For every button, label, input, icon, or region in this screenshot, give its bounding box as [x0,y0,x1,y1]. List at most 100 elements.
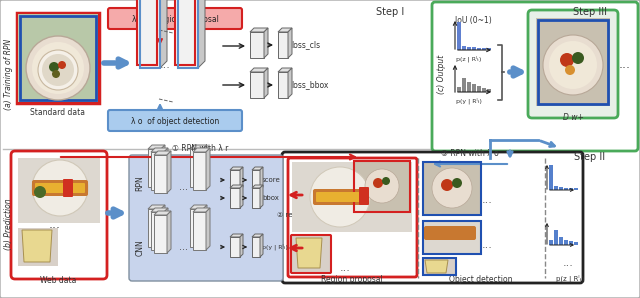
Polygon shape [240,185,243,208]
Circle shape [34,186,46,198]
Text: RPN: RPN [136,175,145,191]
FancyBboxPatch shape [35,183,85,193]
Circle shape [382,177,390,185]
Text: ...: ... [481,195,492,205]
Text: p(z | Rᴵₜ): p(z | Rᴵₜ) [456,56,481,63]
Text: ...: ... [481,240,492,250]
Bar [472,47,476,50]
Polygon shape [190,209,203,247]
Bar [569,188,573,190]
Polygon shape [264,68,268,98]
Polygon shape [240,167,243,190]
Polygon shape [278,32,288,58]
Text: Object detection: Object detection [449,275,513,284]
FancyBboxPatch shape [129,155,283,281]
Circle shape [42,54,74,86]
Text: ...: ... [619,58,631,72]
Polygon shape [230,188,240,208]
Polygon shape [203,205,207,247]
Polygon shape [193,148,210,152]
Polygon shape [288,68,292,98]
Bar [574,188,578,190]
Bar [554,186,558,190]
Bar [549,165,553,190]
Circle shape [40,64,52,76]
Text: D w+: D w+ [563,113,584,122]
Bar [487,89,491,92]
Text: ...: ... [340,263,351,273]
Polygon shape [260,234,263,257]
Polygon shape [190,205,207,209]
Polygon shape [288,28,292,58]
Bar [18,14,98,102]
Circle shape [43,53,61,71]
Bar [467,82,471,92]
Circle shape [32,160,88,216]
Text: ...: ... [563,258,573,268]
Circle shape [560,53,574,67]
Polygon shape [230,170,240,190]
FancyBboxPatch shape [528,10,618,118]
Text: ② re-input: ② re-input [277,212,313,218]
Polygon shape [260,167,263,190]
Text: ...: ... [49,218,61,232]
Text: (b) Prediction: (b) Prediction [4,198,13,250]
FancyBboxPatch shape [288,158,417,277]
Bar [472,84,476,92]
Polygon shape [250,68,268,72]
Polygon shape [425,260,448,273]
Circle shape [49,65,63,79]
Bar [18,158,100,223]
Polygon shape [151,208,168,212]
Bar [477,86,481,92]
Polygon shape [154,155,167,193]
Text: ...: ... [179,182,188,192]
Circle shape [32,42,84,94]
Bar [549,240,553,245]
Polygon shape [151,152,164,190]
FancyBboxPatch shape [108,110,242,131]
Polygon shape [252,188,260,208]
Circle shape [52,70,60,78]
Bar [292,162,412,232]
Text: Step III: Step III [573,7,607,17]
Circle shape [441,179,453,191]
Polygon shape [252,237,260,257]
Bar [569,241,573,245]
Bar [482,48,486,50]
FancyBboxPatch shape [316,192,364,202]
Polygon shape [140,0,160,68]
Circle shape [62,66,74,78]
Bar [422,220,482,255]
Polygon shape [154,151,171,155]
FancyBboxPatch shape [108,8,242,29]
Polygon shape [230,237,240,257]
Text: Step I: Step I [376,7,404,17]
Polygon shape [190,149,203,187]
FancyBboxPatch shape [313,189,367,205]
Polygon shape [195,0,202,65]
Polygon shape [193,212,206,250]
FancyBboxPatch shape [32,180,88,196]
Circle shape [310,167,370,227]
Bar [467,47,471,50]
FancyBboxPatch shape [432,2,638,151]
Polygon shape [161,145,165,187]
Text: Region proposal: Region proposal [321,275,383,284]
Polygon shape [161,205,165,247]
Polygon shape [198,0,205,68]
Text: Standard data: Standard data [31,108,86,117]
FancyBboxPatch shape [359,187,369,205]
Text: λ o  of object detection: λ o of object detection [131,117,219,125]
Polygon shape [190,145,207,149]
Text: p(z | Rᴵₜ): p(z | Rᴵₜ) [556,275,584,283]
Polygon shape [137,0,157,65]
Circle shape [565,65,575,75]
Bar [554,230,558,245]
Text: p(y | Rᴵₜ): p(y | Rᴵₜ) [262,244,288,250]
Bar [536,18,610,106]
Text: λ r  of region  proposal: λ r of region proposal [132,15,218,24]
Bar [462,46,466,50]
Bar [462,78,466,92]
Polygon shape [22,230,52,262]
